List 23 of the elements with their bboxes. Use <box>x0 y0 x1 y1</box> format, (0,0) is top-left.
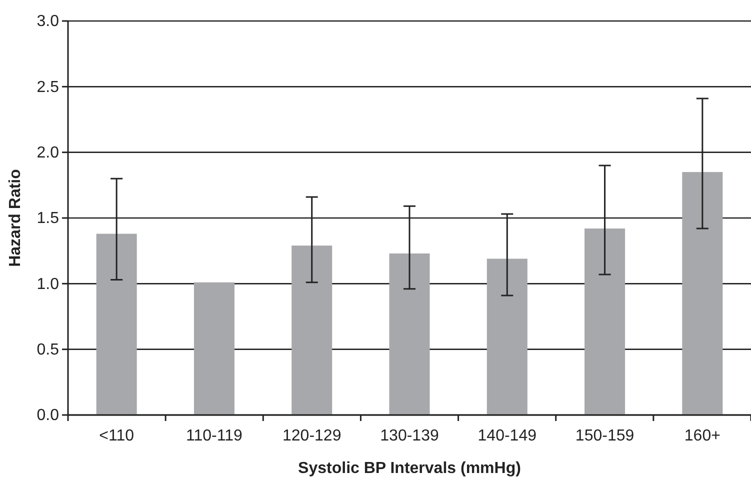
x-tick-label: 120-129 <box>282 427 342 444</box>
bar <box>194 282 234 415</box>
bar <box>389 253 430 415</box>
y-axis-title: Hazard Ratio <box>7 168 24 267</box>
bar <box>682 172 723 415</box>
bar <box>292 246 332 415</box>
y-tick-label: 2.5 <box>36 78 60 96</box>
bar <box>584 228 626 415</box>
x-tick-label: 140-149 <box>478 427 537 444</box>
y-tick-label: 0.0 <box>36 407 60 424</box>
x-tick-label: <110 <box>99 427 134 444</box>
x-axis-title: Systolic BP Intervals (mmHg) <box>298 460 521 477</box>
y-tick-label: 2.0 <box>36 144 60 162</box>
bar <box>96 234 137 415</box>
y-tick-label: 3.0 <box>36 13 60 30</box>
y-tick-label: 1.5 <box>36 210 60 228</box>
x-tick-label: 160+ <box>684 427 720 444</box>
x-tick-label: 110-119 <box>186 427 242 444</box>
x-tick-label: 150-159 <box>575 427 634 444</box>
x-tick-label: 130-139 <box>380 427 439 444</box>
y-tick-label: 0.5 <box>36 341 60 358</box>
bar <box>486 258 528 415</box>
y-tick-label: 1.0 <box>36 276 60 293</box>
